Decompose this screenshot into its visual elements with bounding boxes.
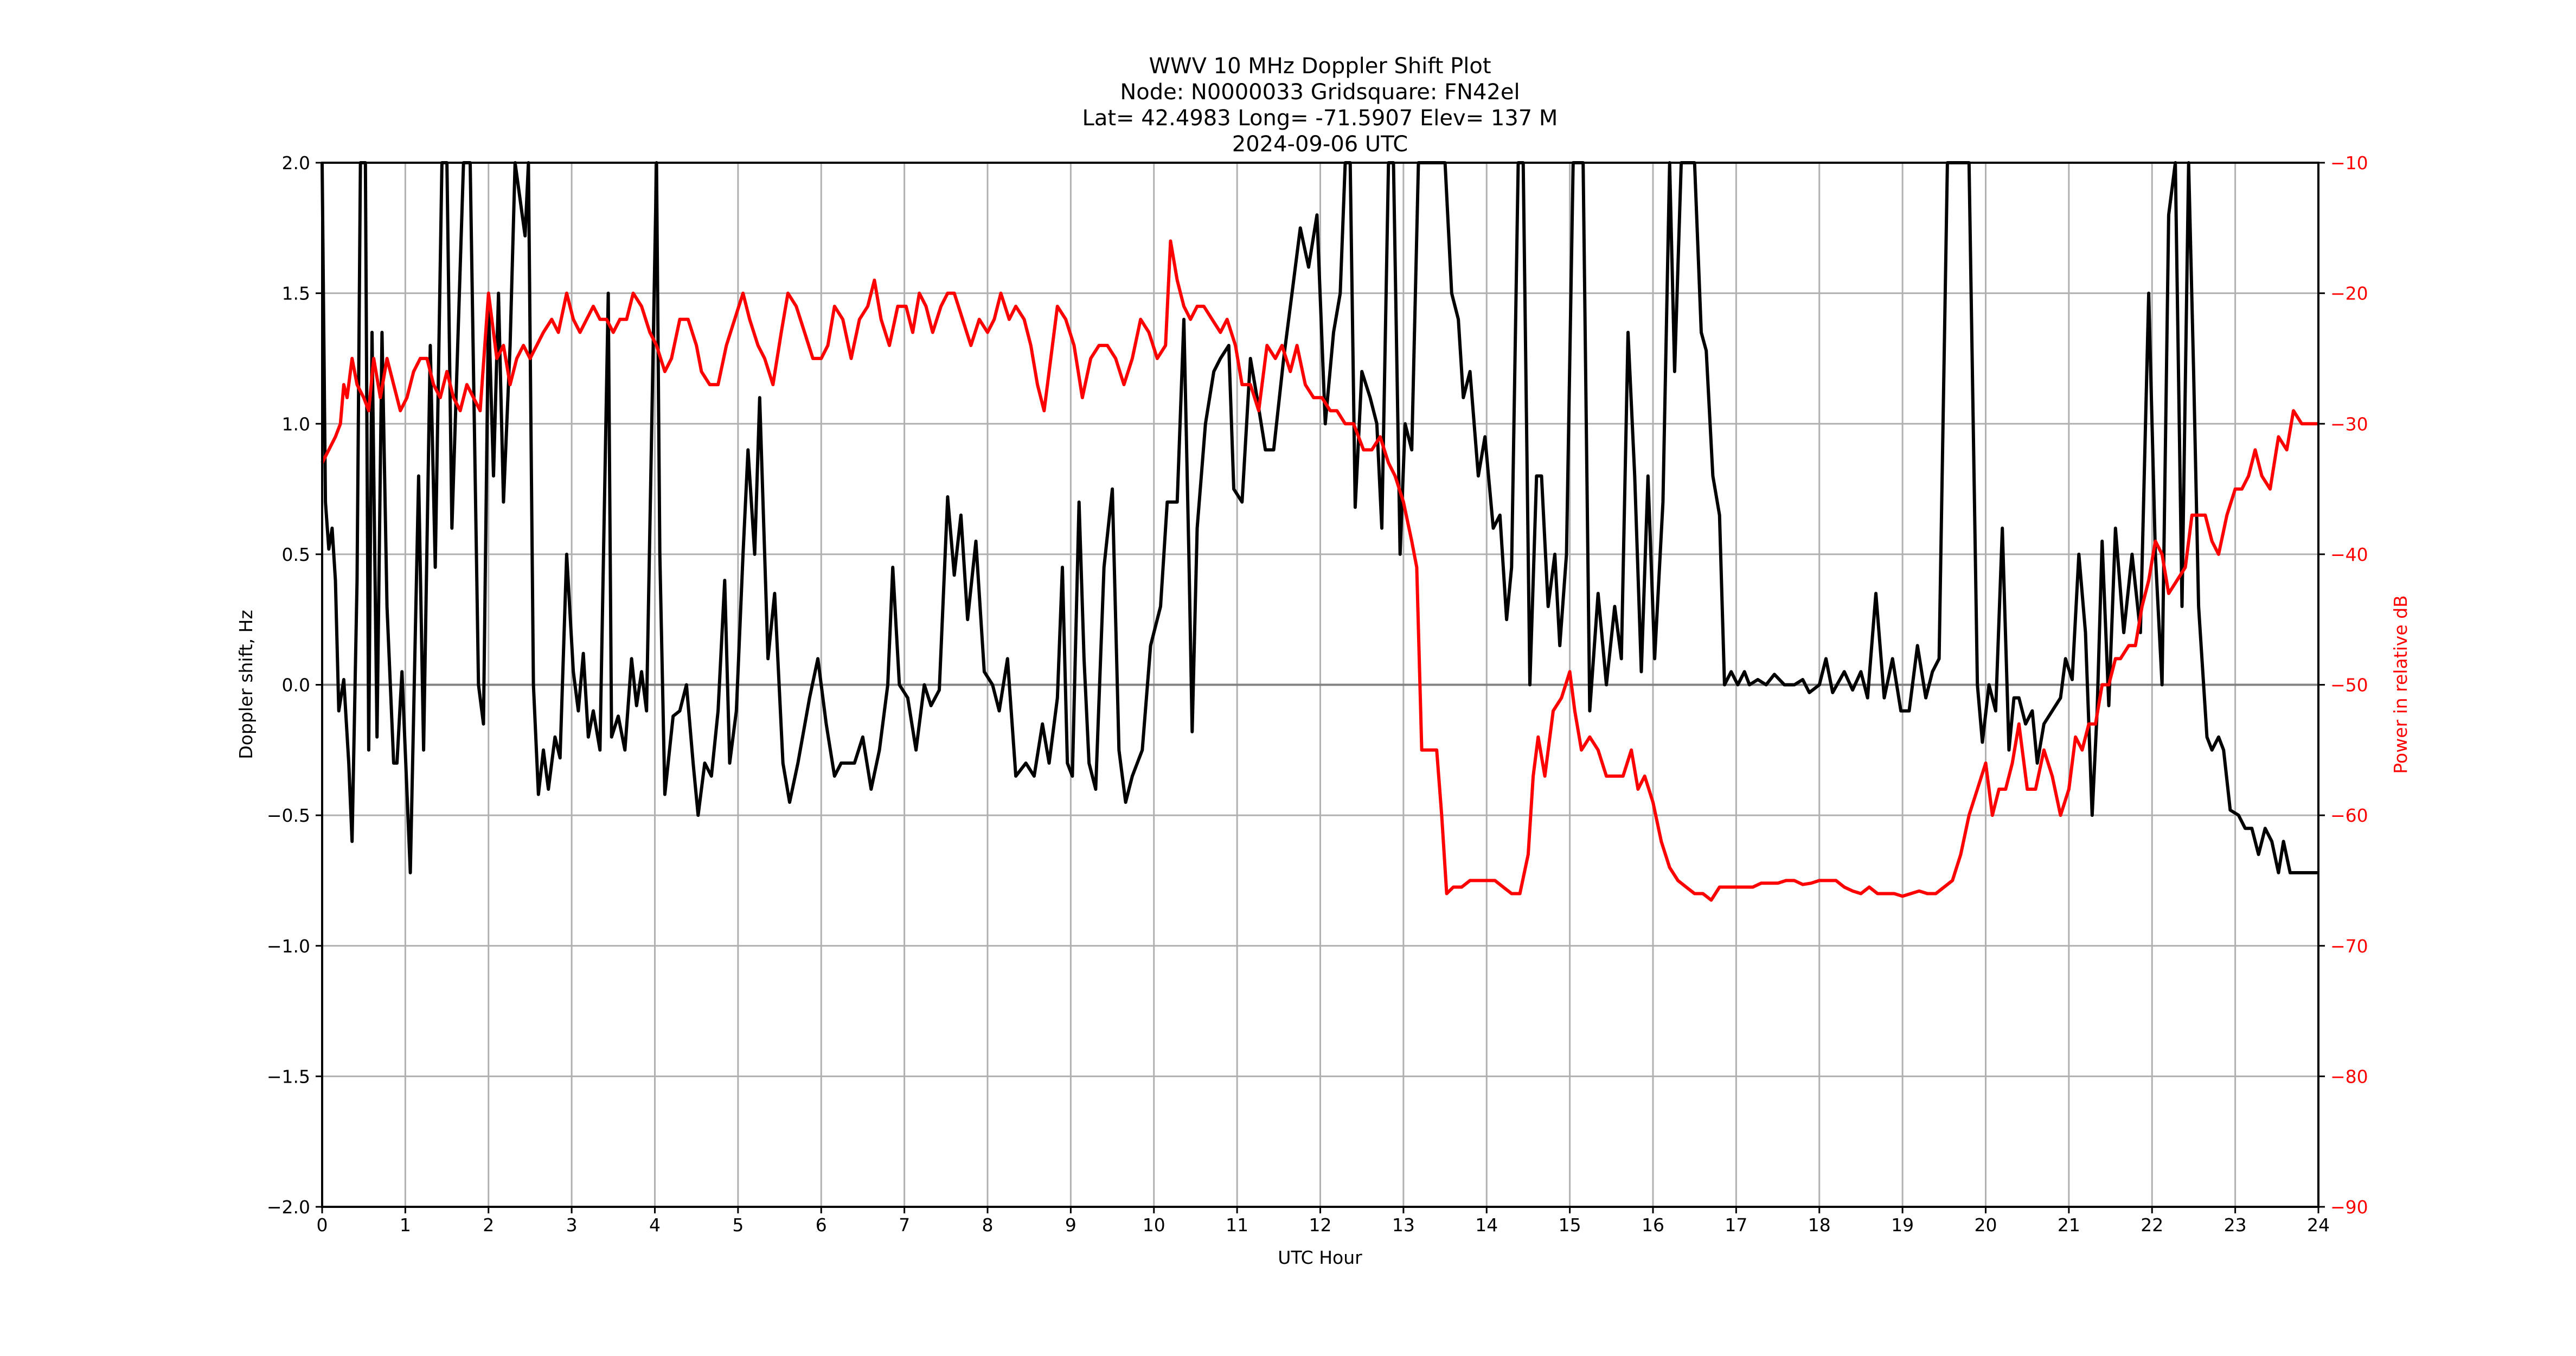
x-tick-label: 16 — [1642, 1214, 1664, 1236]
x-tick-label: 24 — [2307, 1214, 2330, 1236]
plot-series — [321, 161, 2318, 902]
y-axis-right-ticks: −10 −20 −30 −40 −50 −60 −70 −80 −90 — [2318, 152, 2368, 1218]
x-tick-label: 13 — [1392, 1214, 1415, 1236]
x-tick-label: 14 — [1475, 1214, 1498, 1236]
x-tick-label: 1 — [400, 1214, 411, 1236]
x-tick-label: 11 — [1226, 1214, 1248, 1236]
y-axis-right-label: Power in relative dB — [2390, 595, 2411, 773]
x-axis-label: UTC Hour — [1278, 1247, 1362, 1268]
y-right-tick-label: −30 — [2330, 413, 2368, 434]
y-tick-label: −1.5 — [267, 1066, 310, 1087]
x-tick-label: 10 — [1143, 1214, 1165, 1236]
x-tick-label: 5 — [732, 1214, 744, 1236]
x-tick-label: 12 — [1309, 1214, 1332, 1236]
title-line-1: WWV 10 MHz Doppler Shift Plot — [1149, 54, 1491, 79]
y-right-tick-label: −10 — [2330, 152, 2368, 174]
x-tick-label: 18 — [1808, 1214, 1831, 1236]
x-tick-label: 9 — [1065, 1214, 1076, 1236]
x-tick-label: 2 — [483, 1214, 494, 1236]
doppler-shift-line — [321, 161, 2318, 874]
x-tick-label: 7 — [899, 1214, 910, 1236]
x-tick-label: 0 — [317, 1214, 328, 1236]
x-tick-label: 6 — [816, 1214, 827, 1236]
power-line — [321, 239, 2318, 902]
y-right-tick-label: −60 — [2330, 805, 2368, 826]
y-right-tick-label: −70 — [2330, 936, 2368, 957]
y-tick-label: 1.5 — [282, 283, 310, 304]
y-tick-label: −0.5 — [267, 805, 310, 826]
y-axis-left-label: Doppler shift, Hz — [235, 610, 257, 759]
y-tick-label: 0.5 — [282, 544, 310, 565]
y-right-tick-label: −50 — [2330, 675, 2368, 696]
x-tick-label: 19 — [1891, 1214, 1914, 1236]
x-tick-label: 20 — [1975, 1214, 1997, 1236]
y-tick-label: −2.0 — [267, 1197, 310, 1218]
y-right-tick-label: −20 — [2330, 283, 2368, 304]
y-axis-left-ticks: 2.0 1.5 1.0 0.5 0.0 −0.5 −1.0 −1.5 −2.0 — [267, 152, 322, 1218]
chart-title: WWV 10 MHz Doppler Shift Plot Node: N000… — [1082, 54, 1558, 157]
x-tick-label: 17 — [1725, 1214, 1747, 1236]
y-tick-label: 0.0 — [282, 675, 310, 696]
x-tick-label: 4 — [649, 1214, 661, 1236]
x-tick-label: 22 — [2141, 1214, 2163, 1236]
x-tick-label: 15 — [1559, 1214, 1581, 1236]
y-right-tick-label: −40 — [2330, 544, 2368, 565]
y-tick-label: −1.0 — [267, 936, 310, 957]
x-tick-label: 23 — [2224, 1214, 2247, 1236]
x-tick-label: 21 — [2058, 1214, 2080, 1236]
y-tick-label: 2.0 — [282, 152, 310, 174]
y-tick-label: 1.0 — [282, 413, 310, 434]
y-right-tick-label: −80 — [2330, 1066, 2368, 1087]
x-axis-ticks: 0 1 2 3 4 5 6 7 8 9 10 11 12 13 14 15 16 17 18 19 20 21 22 23 24 — [317, 1207, 2330, 1236]
y-right-tick-label: −90 — [2330, 1197, 2368, 1218]
title-line-2: Node: N0000033 Gridsquare: FN42el — [1120, 80, 1520, 105]
x-tick-label: 3 — [566, 1214, 578, 1236]
grid-lines — [322, 163, 2318, 1207]
title-line-3: Lat= 42.4983 Long= -71.5907 Elev= 137 M — [1082, 106, 1558, 131]
x-tick-label: 8 — [982, 1214, 994, 1236]
title-line-4: 2024-09-06 UTC — [1232, 132, 1408, 157]
